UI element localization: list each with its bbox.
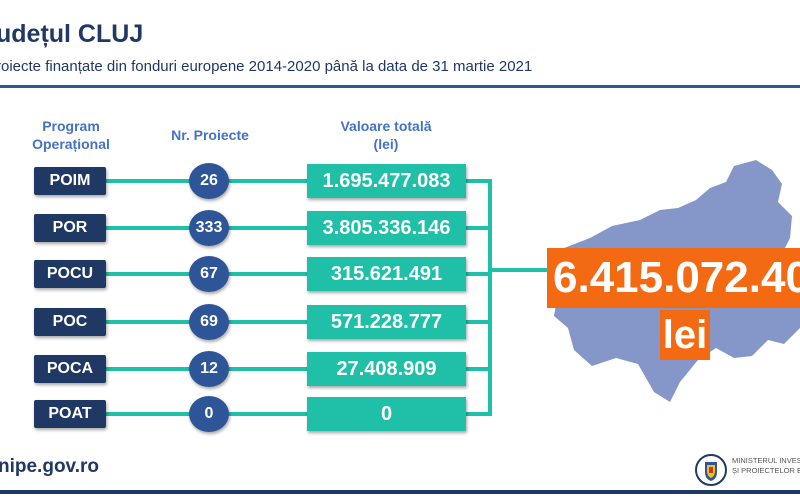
bracket-line xyxy=(466,226,492,230)
program-badge-poim: POIM xyxy=(34,167,106,195)
bracket-line xyxy=(466,320,492,324)
projects-count-poca: 12 xyxy=(189,351,229,387)
value-box-poim: 1.695.477.083 xyxy=(307,164,466,198)
value-box-poca: 27.408.909 xyxy=(307,352,466,386)
page-subtitle: roiecte finanțate din fonduri europene 2… xyxy=(0,58,533,75)
projects-count-por: 333 xyxy=(189,210,229,246)
column-header-value-line1: Valoare totală xyxy=(340,118,432,134)
bracket-line xyxy=(466,272,492,276)
footer-divider xyxy=(0,490,800,494)
projects-count-poc: 69 xyxy=(189,304,229,340)
column-header-program-line2: Operațional xyxy=(32,136,110,152)
column-header-value-line2: (lei) xyxy=(373,136,399,152)
program-badge-pocu: POCU xyxy=(34,260,106,288)
ministry-crest-icon xyxy=(695,454,727,486)
bracket-vertical xyxy=(488,179,492,416)
bracket-line xyxy=(466,179,492,183)
value-box-poat: 0 xyxy=(307,397,466,431)
value-box-pocu: 315.621.491 xyxy=(307,257,466,291)
projects-count-poim: 26 xyxy=(189,163,229,199)
value-box-poc: 571.228.777 xyxy=(307,305,466,339)
column-header-program: Program Operațional xyxy=(26,117,116,153)
total-connector xyxy=(488,268,548,272)
bracket-line xyxy=(466,412,492,416)
program-badge-por: POR xyxy=(34,214,106,242)
column-header-program-line1: Program xyxy=(42,118,100,134)
program-badge-poca: POCA xyxy=(34,355,106,383)
bracket-line xyxy=(466,367,492,371)
program-badge-poat: POAT xyxy=(34,400,106,428)
ministry-name-line1: MINISTERUL INVESTIȚII xyxy=(732,456,800,465)
projects-count-pocu: 67 xyxy=(189,256,229,292)
program-badge-poc: POC xyxy=(34,308,106,336)
projects-count-poat: 0 xyxy=(189,396,229,432)
ministry-name-line2: ȘI PROIECTELOR EURO xyxy=(732,466,800,475)
total-unit-box: lei xyxy=(660,310,710,360)
column-header-value: Valoare totală (lei) xyxy=(316,117,456,153)
column-header-projects: Nr. Proiecte xyxy=(171,127,249,143)
website-link[interactable]: nipe.gov.ro xyxy=(0,456,99,477)
page-title: udețul CLUJ xyxy=(0,20,144,48)
ministry-name: MINISTERUL INVESTIȚII ȘI PROIECTELOR EUR… xyxy=(732,456,800,476)
value-box-por: 3.805.336.146 xyxy=(307,211,466,245)
total-value-box: 6.415.072.40 xyxy=(547,248,800,308)
header-divider xyxy=(0,85,800,88)
